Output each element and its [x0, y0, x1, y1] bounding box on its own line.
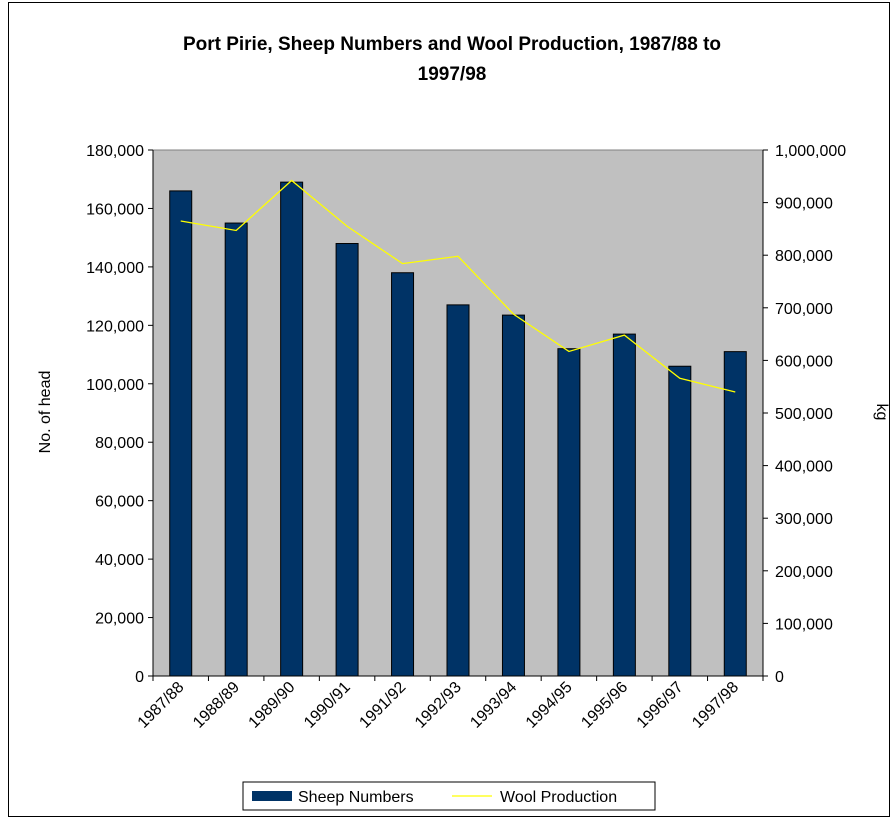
bar-1988-89 [224, 222, 248, 677]
legend-swatch-sheep-numbers [252, 791, 292, 801]
legend-label-sheep-numbers: Sheep Numbers [298, 789, 414, 806]
x-tick-label: 1995/96 [578, 679, 631, 732]
bar-1992-93 [446, 304, 470, 677]
bar-1996-97 [668, 365, 692, 677]
bar-1997-98 [723, 351, 747, 677]
x-tick-label: 1996/97 [634, 679, 687, 732]
left-tick-label: 140,000 [86, 260, 144, 277]
x-tick-label: 1991/92 [356, 679, 409, 732]
right-tick-label: 300,000 [775, 511, 833, 528]
left-axis-ticks: 0 20,000 40,000 60,000 80,000 100,000 120,000 1… [86, 143, 153, 686]
right-tick-label: 0 [775, 669, 784, 686]
left-tick-label: 0 [135, 669, 144, 686]
bar-1987-88 [169, 190, 193, 677]
x-tick-label: 1989/90 [246, 679, 299, 732]
bar-1993-94 [501, 314, 525, 677]
bar-1989-90 [280, 181, 304, 677]
legend-label-wool-production: Wool Production [500, 789, 617, 806]
legend: Sheep Numbers Wool Production [242, 781, 656, 811]
x-tick-label: 1994/95 [523, 679, 576, 732]
bar-1991-92 [391, 272, 415, 677]
left-tick-label: 100,000 [86, 377, 144, 394]
right-tick-label: 900,000 [775, 196, 833, 213]
chart-title-line-2: 1997/98 [418, 64, 487, 85]
right-tick-label: 400,000 [775, 459, 833, 476]
x-tick-label: 1988/89 [190, 679, 243, 732]
left-tick-label: 120,000 [86, 318, 144, 335]
right-tick-label: 700,000 [775, 301, 833, 318]
x-tick-label: 1987/88 [135, 679, 188, 732]
right-axis-ticks: 0 100,000 200,000 300,000 400,000 500,000 600,… [763, 143, 846, 686]
left-tick-label: 160,000 [86, 201, 144, 218]
bar-series [169, 181, 747, 677]
chart-title-line-1: Port Pirie, Sheep Numbers and Wool Produ… [183, 34, 721, 55]
right-tick-label: 600,000 [775, 353, 833, 370]
left-tick-label: 20,000 [95, 611, 144, 628]
right-tick-label: 500,000 [775, 406, 833, 423]
bar-1990-91 [335, 243, 359, 677]
wool-production-line [180, 179, 736, 393]
left-tick-label: 40,000 [95, 552, 144, 569]
x-axis-ticks: 1987/88 1988/89 1989/90 1990/91 1991/92 1992/… [135, 676, 764, 732]
x-tick-label: 1990/91 [301, 679, 354, 732]
left-tick-label: 80,000 [95, 435, 144, 452]
right-tick-label: 100,000 [775, 616, 833, 633]
right-tick-label: 1,000,000 [775, 143, 846, 160]
left-axis-label: No. of head [37, 371, 54, 454]
left-tick-label: 180,000 [86, 143, 144, 160]
right-axis-label: kg [873, 404, 890, 421]
x-tick-label: 1997/98 [689, 679, 742, 732]
legend-box [242, 781, 656, 811]
bar-1995-96 [612, 333, 636, 677]
right-tick-label: 200,000 [775, 564, 833, 581]
right-tick-label: 800,000 [775, 248, 833, 265]
x-tick-label: 1993/94 [467, 679, 520, 732]
bar-1994-95 [557, 348, 581, 677]
left-tick-label: 60,000 [95, 494, 144, 511]
x-tick-label: 1992/93 [412, 679, 465, 732]
